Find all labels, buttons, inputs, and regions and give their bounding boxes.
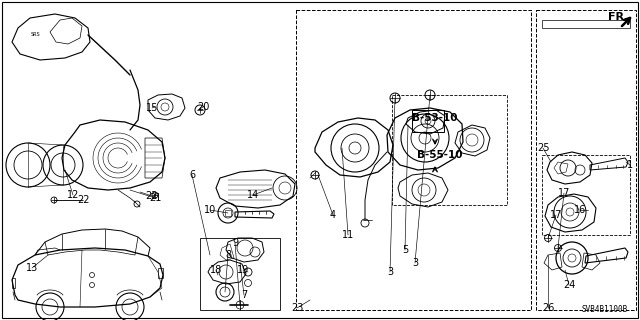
Text: SRS: SRS: [30, 33, 40, 37]
Text: 13: 13: [26, 263, 38, 273]
Text: 7: 7: [241, 290, 247, 300]
Text: 1: 1: [627, 160, 633, 170]
Text: SVB4B1100B: SVB4B1100B: [582, 305, 628, 314]
Bar: [225, 210, 231, 216]
Text: 9: 9: [232, 238, 238, 248]
Text: 21: 21: [149, 193, 161, 203]
Text: 14: 14: [247, 190, 259, 200]
Text: 20: 20: [197, 102, 209, 112]
Text: 26: 26: [542, 303, 554, 313]
Text: 6: 6: [189, 170, 195, 180]
Text: FR.: FR.: [608, 12, 628, 22]
Text: 17: 17: [550, 210, 562, 220]
Bar: [536, 10, 636, 310]
Bar: [542, 155, 630, 235]
Text: 15: 15: [146, 103, 158, 113]
Bar: [200, 238, 280, 310]
Text: 25: 25: [537, 143, 549, 153]
Text: 8: 8: [225, 250, 231, 260]
Text: 17: 17: [558, 188, 570, 198]
Text: B-53-10: B-53-10: [412, 113, 458, 123]
Text: 10: 10: [204, 205, 216, 215]
Text: 22: 22: [146, 191, 158, 201]
Text: 11: 11: [342, 230, 354, 240]
Text: 22: 22: [77, 195, 89, 205]
Text: B-55-10: B-55-10: [417, 150, 463, 160]
Bar: [412, 110, 444, 132]
Text: 3: 3: [412, 258, 418, 268]
Text: 18: 18: [210, 265, 222, 275]
Text: 5: 5: [402, 245, 408, 255]
Text: 16: 16: [574, 205, 586, 215]
Text: 19: 19: [237, 265, 249, 275]
Text: 23: 23: [291, 303, 303, 313]
Bar: [392, 95, 507, 205]
Text: 24: 24: [563, 280, 575, 290]
Text: 12: 12: [67, 190, 79, 200]
Bar: [542, 20, 630, 28]
Text: 4: 4: [330, 210, 336, 220]
Text: 3: 3: [387, 267, 393, 277]
Bar: [296, 10, 531, 310]
